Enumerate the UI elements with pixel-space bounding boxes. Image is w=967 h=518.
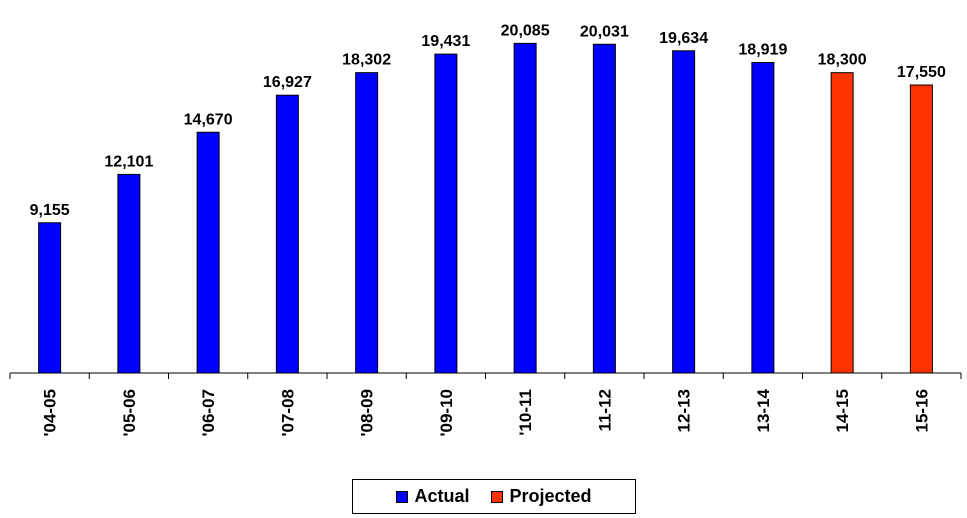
- bar-actual: [751, 62, 775, 374]
- bar-actual: [672, 50, 696, 374]
- data-label: 19,634: [659, 30, 708, 47]
- bar-projected: [909, 84, 933, 374]
- bar-actual: [513, 42, 537, 374]
- legend-label-actual: Actual: [414, 486, 470, 506]
- bar-actual: [355, 72, 379, 374]
- data-label: 14,670: [184, 111, 233, 128]
- legend: Actual Projected: [352, 479, 636, 514]
- bar-projected: [830, 72, 854, 374]
- data-label: 9,155: [30, 202, 70, 219]
- x-tick-label: 12-13: [675, 389, 694, 432]
- bar-actual: [592, 43, 616, 374]
- x-tick-label: 15-16: [912, 389, 931, 432]
- x-tick-label: '09-10: [437, 389, 456, 437]
- bar-actual: [275, 94, 299, 374]
- x-tick-label: '06-07: [199, 389, 218, 437]
- data-label: 18,300: [818, 52, 867, 69]
- bar-actual: [434, 53, 458, 374]
- x-tick-label: 14-15: [833, 389, 852, 432]
- data-label: 12,101: [104, 153, 153, 170]
- x-tick-label: '07-08: [278, 389, 297, 437]
- data-label: 18,302: [342, 52, 391, 69]
- legend-swatch-actual: [396, 490, 409, 503]
- data-label: 20,031: [580, 23, 629, 40]
- data-label: 19,431: [421, 33, 470, 50]
- bar-actual: [117, 173, 141, 374]
- legend-swatch-projected: [491, 490, 504, 503]
- x-tick-label: '08-09: [358, 389, 377, 437]
- x-tick-label: '10-11: [516, 389, 535, 436]
- x-tick-label: '05-06: [120, 389, 139, 437]
- legend-item-actual: Actual: [396, 486, 469, 507]
- data-label: 20,085: [501, 22, 550, 39]
- legend-item-projected: Projected: [491, 486, 592, 507]
- data-label: 18,919: [738, 42, 787, 59]
- data-label: 17,550: [897, 64, 946, 81]
- x-tick-label: 13-14: [754, 388, 773, 432]
- x-tick-label: 11-12: [595, 389, 614, 432]
- data-label: 16,927: [263, 74, 312, 91]
- x-tick-label: '04-05: [41, 389, 60, 437]
- legend-label-projected: Projected: [509, 486, 592, 506]
- bar-actual: [196, 131, 220, 374]
- bar-actual: [38, 222, 62, 374]
